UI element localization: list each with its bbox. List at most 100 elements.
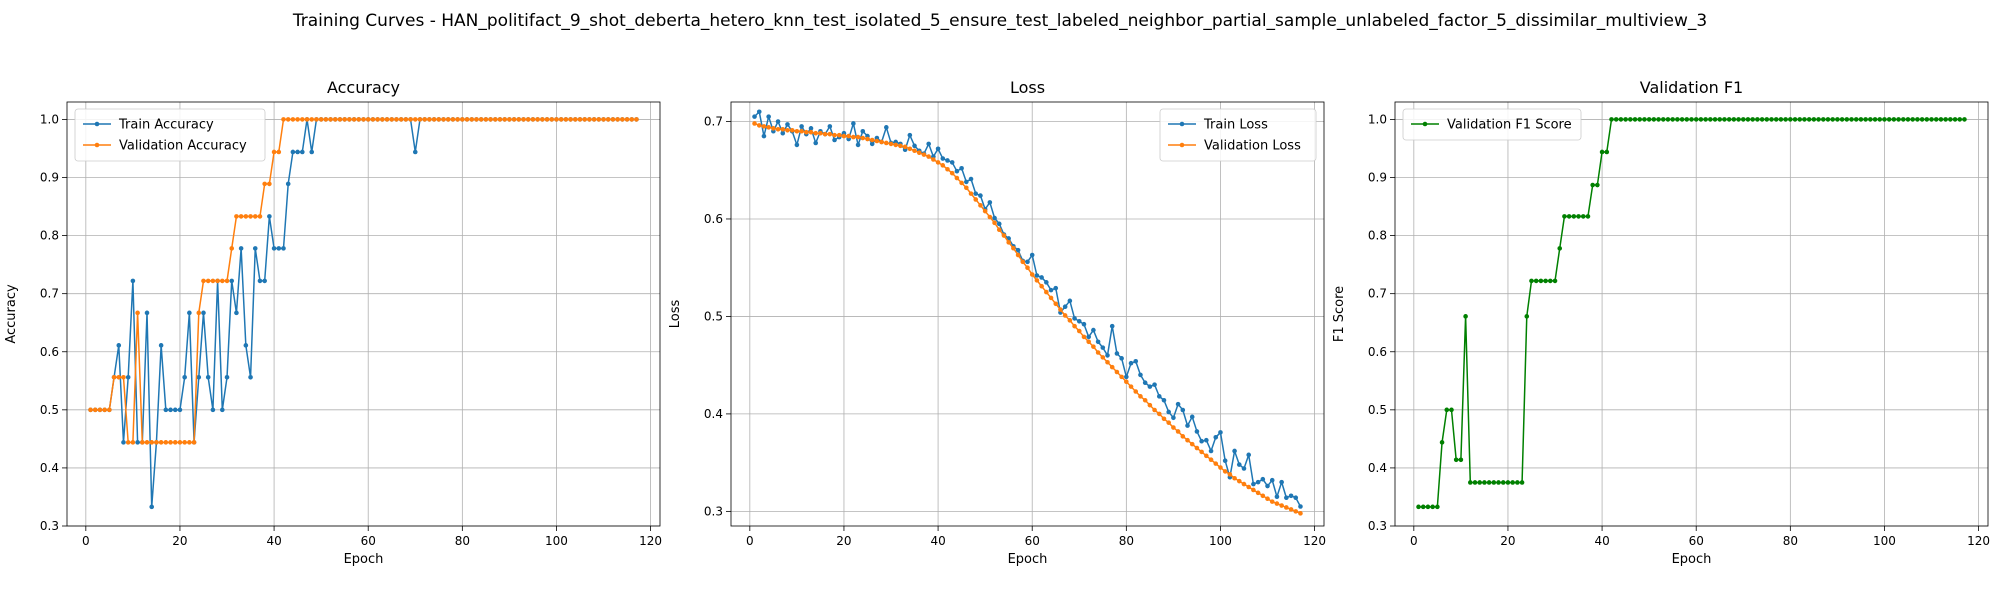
legend-box: [1159, 108, 1317, 162]
validation-f1-score-point: [1868, 117, 1873, 122]
y-tick-label: 0.9: [40, 171, 59, 185]
validation-loss-point: [1180, 434, 1186, 439]
validation-loss-point: [1156, 411, 1162, 417]
train-loss-point: [766, 114, 771, 119]
validation-accuracy-point: [252, 214, 258, 219]
validation-accuracy-point: [224, 278, 230, 284]
validation-f1-score-point: [1623, 117, 1628, 122]
validation-f1-score-point: [1811, 117, 1817, 122]
validation-f1-score-point: [1726, 117, 1732, 122]
train-accuracy-point: [168, 407, 173, 413]
validation-f1-score-point: [1943, 117, 1948, 122]
validation-loss-point: [902, 144, 908, 150]
train-loss-point: [996, 221, 1002, 227]
validation-loss-point: [780, 126, 786, 132]
y-tick-label: 0.3: [1368, 519, 1387, 533]
validation-f1-score-point: [1830, 117, 1835, 122]
validation-loss-point: [1147, 402, 1153, 408]
validation-f1-score-point: [1458, 457, 1464, 463]
validation-accuracy-point: [389, 117, 395, 122]
validation-accuracy-point: [478, 117, 484, 122]
train-accuracy-point: [187, 310, 192, 316]
validation-loss-point: [1265, 496, 1270, 502]
validation-f1-score-point: [1566, 214, 1572, 219]
validation-accuracy-point: [351, 117, 357, 122]
train-accuracy-point: [412, 149, 418, 155]
validation-accuracy-point: [596, 117, 602, 122]
validation-loss-point: [1175, 429, 1181, 434]
legend-swatch-marker: [1179, 121, 1185, 127]
validation-accuracy-point: [530, 117, 536, 122]
train-loss-point: [1166, 409, 1171, 415]
validation-f1-score-point: [1788, 117, 1793, 122]
train-loss-point: [973, 191, 979, 196]
validation-loss-point: [1119, 374, 1124, 380]
train-accuracy-point: [295, 149, 300, 155]
validation-f1-score-point: [1505, 480, 1511, 485]
train-loss-point: [1152, 382, 1157, 387]
validation-f1-score-point: [1519, 480, 1525, 485]
validation-accuracy-point: [342, 117, 347, 122]
x-tick-label: 100: [545, 534, 568, 548]
train-accuracy-point: [285, 181, 291, 187]
validation-loss-point: [1232, 475, 1237, 481]
x-axis-label: Epoch: [1672, 552, 1712, 567]
validation-accuracy-point: [196, 310, 202, 316]
validation-f1-score-point: [1825, 117, 1831, 122]
validation-accuracy-point: [403, 117, 409, 122]
train-accuracy-point: [271, 246, 277, 251]
validation-loss-point: [987, 214, 993, 220]
validation-f1-score-point: [1736, 117, 1741, 122]
validation-accuracy-point: [610, 117, 616, 122]
validation-loss-point: [860, 135, 866, 141]
validation-loss-point: [1246, 484, 1251, 490]
train-loss-point: [1236, 462, 1242, 467]
validation-accuracy-point: [234, 214, 239, 219]
validation-f1-score-point: [1613, 117, 1619, 122]
train-accuracy-point: [121, 440, 126, 445]
grid-lines: [67, 102, 660, 527]
train-loss-point: [827, 124, 833, 129]
panel-title: Accuracy: [327, 78, 400, 97]
validation-f1-score-point: [1806, 117, 1812, 122]
validation-accuracy-point: [544, 117, 550, 122]
train-loss-point: [756, 109, 762, 115]
validation-accuracy-point: [408, 117, 413, 122]
validation-accuracy-point: [130, 440, 136, 445]
validation-loss-point: [1274, 501, 1280, 506]
plot-area: [88, 117, 639, 510]
validation-loss-point: [785, 127, 790, 133]
train-loss-point: [1265, 483, 1270, 489]
validation-f1-score-point: [1632, 117, 1638, 122]
validation-f1-score-point: [1835, 117, 1840, 122]
train-accuracy-point: [177, 407, 183, 413]
validation-accuracy-point: [365, 117, 371, 122]
train-accuracy-point: [172, 407, 178, 413]
train-accuracy-point: [290, 149, 296, 155]
validation-accuracy-point: [332, 117, 338, 122]
validation-loss-point: [804, 129, 809, 135]
validation-loss-point: [869, 137, 875, 143]
validation-accuracy-point: [337, 117, 343, 122]
train-accuracy-point: [163, 407, 169, 413]
validation-f1-score-point: [1886, 117, 1892, 122]
validation-f1-score-point: [1708, 117, 1713, 122]
validation-accuracy-point: [102, 407, 107, 413]
validation-f1-score-point: [1929, 117, 1934, 122]
validation-accuracy-point: [229, 246, 235, 251]
validation-accuracy-point: [511, 117, 517, 122]
validation-f1-score-point: [1905, 117, 1911, 122]
validation-loss-point: [1208, 457, 1214, 463]
x-axis-label: Epoch: [1008, 552, 1048, 567]
train-loss-point: [1114, 351, 1120, 356]
validation-loss-point: [1072, 323, 1077, 329]
train-loss-point: [1067, 298, 1073, 304]
train-accuracy-point: [300, 149, 305, 155]
train-loss-point: [1095, 339, 1101, 345]
validation-loss-point: [874, 138, 880, 144]
validation-accuracy-point: [464, 117, 470, 122]
legend: Train Accuracy Validation Accuracy: [74, 108, 266, 162]
validation-accuracy-point: [412, 117, 418, 122]
validation-loss-point: [996, 227, 1002, 232]
